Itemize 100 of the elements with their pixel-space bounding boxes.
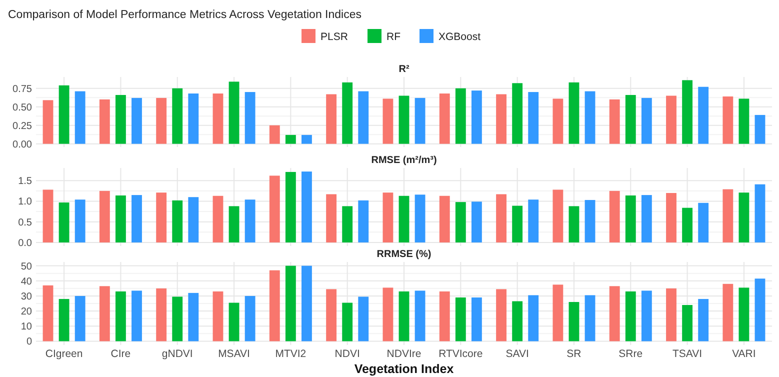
bar: [99, 99, 110, 144]
bar: [398, 291, 410, 342]
bar: [285, 134, 296, 144]
bar: [625, 195, 636, 242]
bar: [496, 194, 506, 242]
bar: [326, 194, 337, 242]
bar: [382, 192, 394, 242]
bar: [471, 202, 482, 242]
y-tick-label: 0.75: [12, 84, 32, 95]
bar: [244, 92, 256, 144]
bar: [156, 98, 167, 144]
bar: [302, 134, 312, 144]
bar: [584, 91, 596, 144]
bar: [439, 291, 450, 342]
bar: [269, 270, 280, 342]
legend-label: RF: [386, 30, 400, 43]
x-tick-label: CIgreen: [45, 348, 83, 360]
bar: [188, 94, 199, 144]
y-tick-label: 50: [20, 261, 32, 272]
bar: [754, 114, 766, 144]
bar: [244, 200, 256, 242]
bar: [738, 98, 750, 144]
y-tick-label: 0.5: [18, 217, 32, 228]
legend-label: XGBoost: [438, 30, 481, 43]
bar: [641, 195, 652, 242]
bar: [74, 296, 86, 342]
bar: [414, 98, 426, 144]
bar: [342, 82, 353, 144]
bar: [358, 296, 369, 342]
bar: [42, 285, 54, 342]
bar: [382, 288, 394, 342]
bar: [358, 91, 369, 144]
y-tick-label: 1.5: [18, 176, 32, 188]
bar: [584, 200, 596, 242]
chart-title: Comparison of Model Performance Metrics Across Vegetation Indices: [8, 9, 362, 21]
bar: [722, 189, 734, 242]
bar: [682, 305, 693, 342]
bar: [269, 125, 280, 144]
bar: [382, 98, 394, 144]
bar: [496, 94, 506, 144]
bar: [115, 291, 126, 342]
bar: [496, 289, 506, 342]
bar: [212, 291, 224, 342]
bar: [641, 290, 652, 342]
bar: [58, 202, 70, 242]
bar: [74, 200, 86, 242]
bar: [666, 288, 676, 342]
x-tick-label: SRre: [618, 348, 643, 360]
bar: [455, 297, 466, 342]
bar: [528, 200, 539, 242]
x-tick-label: SR: [566, 348, 582, 360]
bar: [568, 302, 580, 342]
bar: [326, 94, 337, 144]
bar: [285, 172, 296, 242]
bar: [228, 302, 240, 342]
y-tick-label: 1.0: [18, 196, 32, 208]
bar: [228, 206, 240, 242]
bar: [641, 98, 652, 144]
y-tick-label: 40: [20, 276, 32, 288]
bar: [99, 286, 110, 342]
bar: [698, 298, 709, 342]
chart-subtitle: R²: [398, 64, 410, 75]
bar: [132, 290, 142, 342]
bar: [754, 278, 766, 342]
x-tick-label: MTVI2: [275, 348, 306, 360]
bar: [212, 196, 224, 242]
bar: [722, 96, 734, 144]
bar: [99, 190, 110, 242]
bar: [326, 289, 337, 342]
y-tick-label: 0.25: [12, 120, 32, 132]
y-tick-label: 0.50: [12, 102, 32, 114]
bar: [698, 86, 709, 144]
y-tick-label: 0.00: [12, 139, 32, 150]
bar: [528, 92, 539, 144]
bar: [738, 192, 750, 242]
bar: [552, 284, 564, 342]
bar: [228, 82, 240, 144]
bar: [666, 96, 676, 144]
chart-subtitle: RMSE (m²/m³): [371, 155, 437, 166]
bar: [512, 206, 523, 242]
bar: [754, 184, 766, 242]
bar: [132, 98, 142, 144]
bar: [568, 82, 580, 144]
bar: [358, 200, 369, 242]
legend-label: PLSR: [320, 30, 348, 43]
bar: [302, 266, 312, 342]
y-tick-label: 10: [20, 322, 32, 333]
bar: [42, 100, 54, 144]
bar: [42, 190, 54, 242]
bar: [609, 286, 620, 342]
x-tick-label: VARI: [732, 348, 756, 360]
y-tick-label: 0.0: [18, 238, 32, 249]
bar: [471, 297, 482, 342]
bar: [115, 94, 126, 144]
y-tick-label: 30: [20, 291, 32, 302]
chart-subtitle: RRMSE (%): [376, 249, 432, 260]
y-tick-label: 0: [26, 336, 32, 348]
bar: [528, 295, 539, 342]
bar: [414, 194, 426, 242]
bar: [439, 196, 450, 242]
